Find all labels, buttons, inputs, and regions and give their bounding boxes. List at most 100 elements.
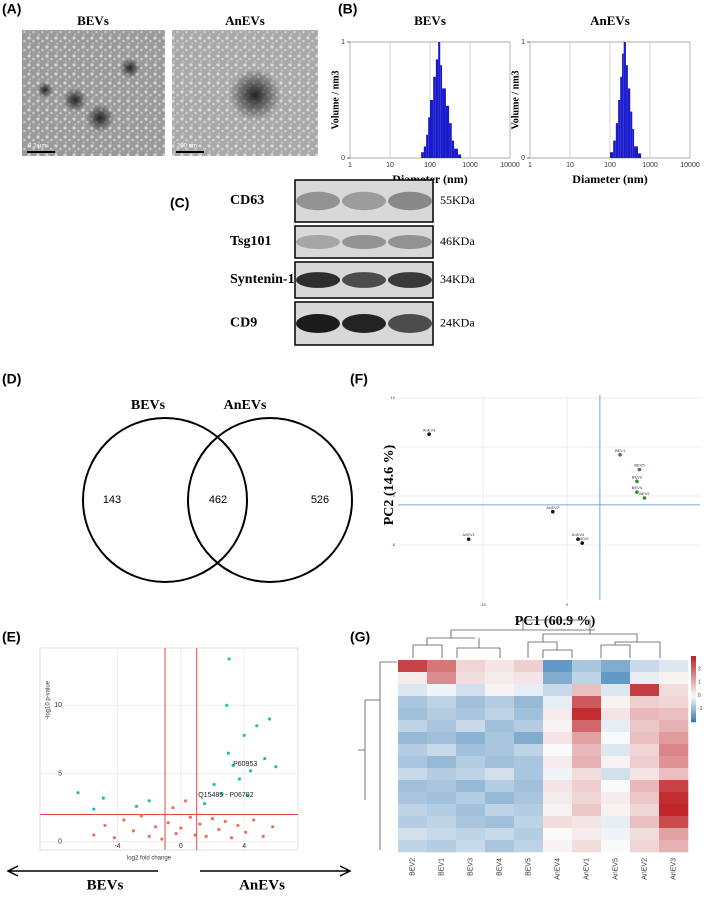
heat-cell <box>427 828 457 841</box>
blot-band <box>342 191 386 211</box>
point <box>635 490 639 494</box>
count: 462 <box>209 494 227 506</box>
heat-cell <box>572 840 602 853</box>
heat-cell <box>572 708 602 721</box>
heat-cell <box>601 816 631 829</box>
heat-cell <box>398 672 428 685</box>
y-tick-label: 10 <box>391 395 396 400</box>
column-label: BEV2 <box>409 858 416 876</box>
heat-cell <box>572 660 602 673</box>
heat-cell <box>543 768 573 781</box>
bar <box>438 42 441 158</box>
heat-cell <box>572 780 602 793</box>
point <box>188 815 192 819</box>
heat-cell <box>456 684 486 697</box>
heat-cell <box>514 768 544 781</box>
heat-cell <box>514 828 544 841</box>
venn-circle <box>187 417 353 583</box>
point <box>122 818 126 822</box>
x-tick-label: -4 <box>114 843 120 850</box>
heat-cell <box>601 780 631 793</box>
heat-cell <box>485 684 515 697</box>
point <box>217 827 221 832</box>
set-label: AnEVs <box>224 398 267 413</box>
point-label: AnEV4 <box>572 532 585 537</box>
bar <box>620 76 623 158</box>
y-tick-label: 1 <box>341 39 345 46</box>
blot-size: 34KDa <box>440 272 475 286</box>
point <box>179 826 183 830</box>
point <box>642 496 647 500</box>
point <box>227 657 231 661</box>
heat-cell <box>630 792 660 805</box>
heat-cell <box>514 804 544 817</box>
blot-band <box>342 272 386 288</box>
set-label: BEVs <box>131 398 166 413</box>
heat-cell <box>398 792 428 805</box>
x-axis-label: log2 fold change <box>127 856 172 862</box>
x-tick-label: 10000 <box>500 162 520 169</box>
point-label: BEV3 <box>632 474 643 479</box>
point <box>166 821 170 825</box>
heat-cell <box>398 684 428 697</box>
heat-cell <box>630 768 660 781</box>
bar <box>445 105 450 158</box>
heat-cell <box>601 660 631 673</box>
heat-cell <box>659 660 689 673</box>
bar <box>615 123 619 158</box>
heat-cell <box>572 696 602 709</box>
plot-area <box>398 395 700 600</box>
heat-cell <box>456 804 486 817</box>
heat-cell <box>659 684 689 697</box>
x-tick-label: -10 <box>480 602 487 607</box>
point-label: AnEV5 <box>576 536 589 541</box>
scale-bar-label: 200 nm <box>177 144 197 150</box>
y-tick-label: 0 <box>341 155 345 162</box>
point <box>198 822 202 826</box>
tem-image <box>22 30 165 156</box>
heat-cell <box>543 732 573 745</box>
heat-cell <box>485 780 515 793</box>
heat-cell <box>659 696 689 709</box>
heat-cell <box>456 840 486 853</box>
bar <box>618 100 621 158</box>
colorbar-step <box>691 719 696 723</box>
blot-band <box>296 314 340 333</box>
blot-band <box>342 234 386 250</box>
heat-cell <box>601 768 631 781</box>
point-label: AnEV3 <box>423 427 436 432</box>
column-label: AnEV3 <box>670 858 677 880</box>
y-tick-label: 5 <box>393 444 396 449</box>
heat-cell <box>659 672 689 685</box>
chart-title: BEVs <box>414 13 446 28</box>
heat-cell <box>514 780 544 793</box>
heat-cell <box>427 756 457 769</box>
heat-cell <box>398 804 428 817</box>
blot-band <box>296 272 340 288</box>
heat-cell <box>427 732 457 745</box>
heat-cell <box>427 744 457 757</box>
colorbar-step <box>691 677 696 681</box>
colorbar-step <box>691 701 696 705</box>
heat-cell <box>398 660 428 673</box>
point <box>131 829 135 833</box>
blot-size: 46KDa <box>440 234 475 248</box>
heat-cell <box>630 732 660 745</box>
heat-cell <box>630 756 660 769</box>
x-axis-label: PC1 (60.9 %) <box>515 614 596 629</box>
heat-cell <box>456 696 486 709</box>
bar <box>610 152 614 158</box>
point <box>112 836 116 840</box>
annotation: P60953 <box>233 761 257 768</box>
x-tick-label: 0 <box>566 602 569 607</box>
heat-cell <box>398 720 428 733</box>
heat-cell <box>572 744 602 757</box>
point <box>242 733 246 737</box>
colorbar-step <box>691 710 696 714</box>
blot-band <box>296 234 340 250</box>
point <box>147 799 151 803</box>
blot-band <box>388 234 432 250</box>
heat-cell <box>427 684 457 697</box>
heat-cell <box>456 768 486 781</box>
bar <box>440 65 443 158</box>
